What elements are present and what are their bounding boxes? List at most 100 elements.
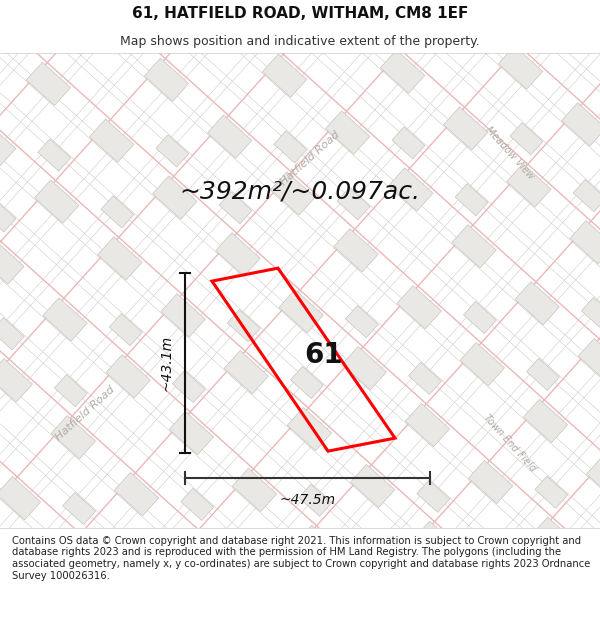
Polygon shape bbox=[362, 541, 395, 573]
Polygon shape bbox=[334, 229, 378, 272]
Polygon shape bbox=[178, 529, 222, 572]
Polygon shape bbox=[106, 354, 151, 398]
Polygon shape bbox=[148, 17, 181, 49]
Polygon shape bbox=[578, 338, 600, 382]
Polygon shape bbox=[510, 122, 543, 155]
Polygon shape bbox=[350, 464, 395, 508]
Polygon shape bbox=[581, 298, 600, 329]
Polygon shape bbox=[507, 164, 551, 207]
Polygon shape bbox=[115, 472, 158, 516]
Text: 61: 61 bbox=[304, 341, 343, 369]
Polygon shape bbox=[0, 359, 32, 402]
Polygon shape bbox=[169, 411, 214, 455]
Polygon shape bbox=[208, 115, 252, 158]
Polygon shape bbox=[359, 582, 403, 625]
Polygon shape bbox=[5, 594, 49, 625]
Polygon shape bbox=[342, 346, 386, 390]
Polygon shape bbox=[455, 184, 488, 216]
Polygon shape bbox=[101, 196, 134, 228]
Polygon shape bbox=[266, 13, 298, 45]
Polygon shape bbox=[389, 168, 433, 211]
Polygon shape bbox=[515, 281, 559, 325]
Polygon shape bbox=[380, 50, 425, 93]
Text: ~43.1m: ~43.1m bbox=[160, 335, 174, 391]
Polygon shape bbox=[156, 135, 189, 167]
Polygon shape bbox=[477, 578, 521, 621]
Polygon shape bbox=[326, 111, 370, 154]
Polygon shape bbox=[405, 403, 449, 447]
Polygon shape bbox=[232, 468, 277, 512]
Polygon shape bbox=[296, 525, 340, 569]
Polygon shape bbox=[199, 0, 244, 41]
Polygon shape bbox=[463, 301, 496, 334]
Polygon shape bbox=[0, 5, 7, 49]
Polygon shape bbox=[502, 5, 535, 37]
Polygon shape bbox=[271, 172, 315, 215]
Polygon shape bbox=[181, 488, 214, 521]
Polygon shape bbox=[452, 224, 496, 268]
Polygon shape bbox=[290, 366, 323, 399]
Polygon shape bbox=[523, 399, 568, 442]
Polygon shape bbox=[0, 123, 16, 166]
Polygon shape bbox=[480, 537, 513, 569]
Polygon shape bbox=[346, 306, 378, 338]
Polygon shape bbox=[26, 62, 71, 106]
Polygon shape bbox=[397, 286, 441, 329]
Polygon shape bbox=[38, 139, 71, 171]
Polygon shape bbox=[535, 476, 568, 508]
Polygon shape bbox=[460, 342, 505, 386]
Polygon shape bbox=[417, 480, 450, 512]
Polygon shape bbox=[0, 318, 24, 350]
Polygon shape bbox=[59, 533, 104, 577]
Text: 61, HATFIELD ROAD, WITHAM, CM8 1EF: 61, HATFIELD ROAD, WITHAM, CM8 1EF bbox=[132, 6, 468, 21]
Polygon shape bbox=[55, 374, 88, 407]
Polygon shape bbox=[227, 309, 260, 342]
Text: Hatfield Road: Hatfield Road bbox=[278, 129, 341, 187]
Polygon shape bbox=[89, 119, 134, 162]
Polygon shape bbox=[109, 314, 142, 346]
Polygon shape bbox=[573, 179, 600, 212]
Polygon shape bbox=[29, 21, 62, 53]
Polygon shape bbox=[337, 188, 370, 220]
Text: ~392m²/~0.097ac.: ~392m²/~0.097ac. bbox=[179, 179, 421, 203]
Polygon shape bbox=[279, 289, 323, 333]
Polygon shape bbox=[595, 574, 600, 618]
Text: ~47.5m: ~47.5m bbox=[280, 493, 335, 507]
Polygon shape bbox=[598, 533, 600, 565]
Polygon shape bbox=[0, 200, 16, 232]
Polygon shape bbox=[299, 484, 332, 516]
Polygon shape bbox=[0, 241, 24, 284]
Polygon shape bbox=[287, 408, 332, 451]
Polygon shape bbox=[527, 358, 559, 391]
Text: Meadow View: Meadow View bbox=[484, 125, 536, 181]
Polygon shape bbox=[63, 492, 95, 524]
Polygon shape bbox=[570, 221, 600, 264]
Polygon shape bbox=[562, 102, 600, 146]
Polygon shape bbox=[274, 131, 307, 163]
Polygon shape bbox=[152, 176, 197, 219]
Polygon shape bbox=[241, 586, 285, 625]
Polygon shape bbox=[413, 521, 458, 564]
Polygon shape bbox=[51, 416, 95, 459]
Polygon shape bbox=[161, 294, 205, 337]
Polygon shape bbox=[145, 58, 188, 101]
Polygon shape bbox=[126, 549, 159, 581]
Text: Town End Field: Town End Field bbox=[482, 412, 538, 474]
Polygon shape bbox=[8, 553, 41, 586]
Polygon shape bbox=[383, 9, 416, 41]
Polygon shape bbox=[0, 476, 41, 520]
Text: Map shows position and indicative extent of the property.: Map shows position and indicative extent… bbox=[120, 35, 480, 48]
Polygon shape bbox=[499, 46, 543, 89]
Polygon shape bbox=[435, 0, 479, 32]
Polygon shape bbox=[43, 298, 87, 341]
Polygon shape bbox=[122, 590, 167, 625]
Polygon shape bbox=[409, 362, 442, 394]
Polygon shape bbox=[262, 54, 307, 98]
Text: Hatfield Road: Hatfield Road bbox=[53, 384, 116, 442]
Polygon shape bbox=[244, 545, 277, 578]
Polygon shape bbox=[469, 460, 513, 504]
Polygon shape bbox=[586, 456, 600, 499]
Polygon shape bbox=[392, 127, 425, 159]
Polygon shape bbox=[81, 1, 125, 44]
Polygon shape bbox=[35, 180, 79, 223]
